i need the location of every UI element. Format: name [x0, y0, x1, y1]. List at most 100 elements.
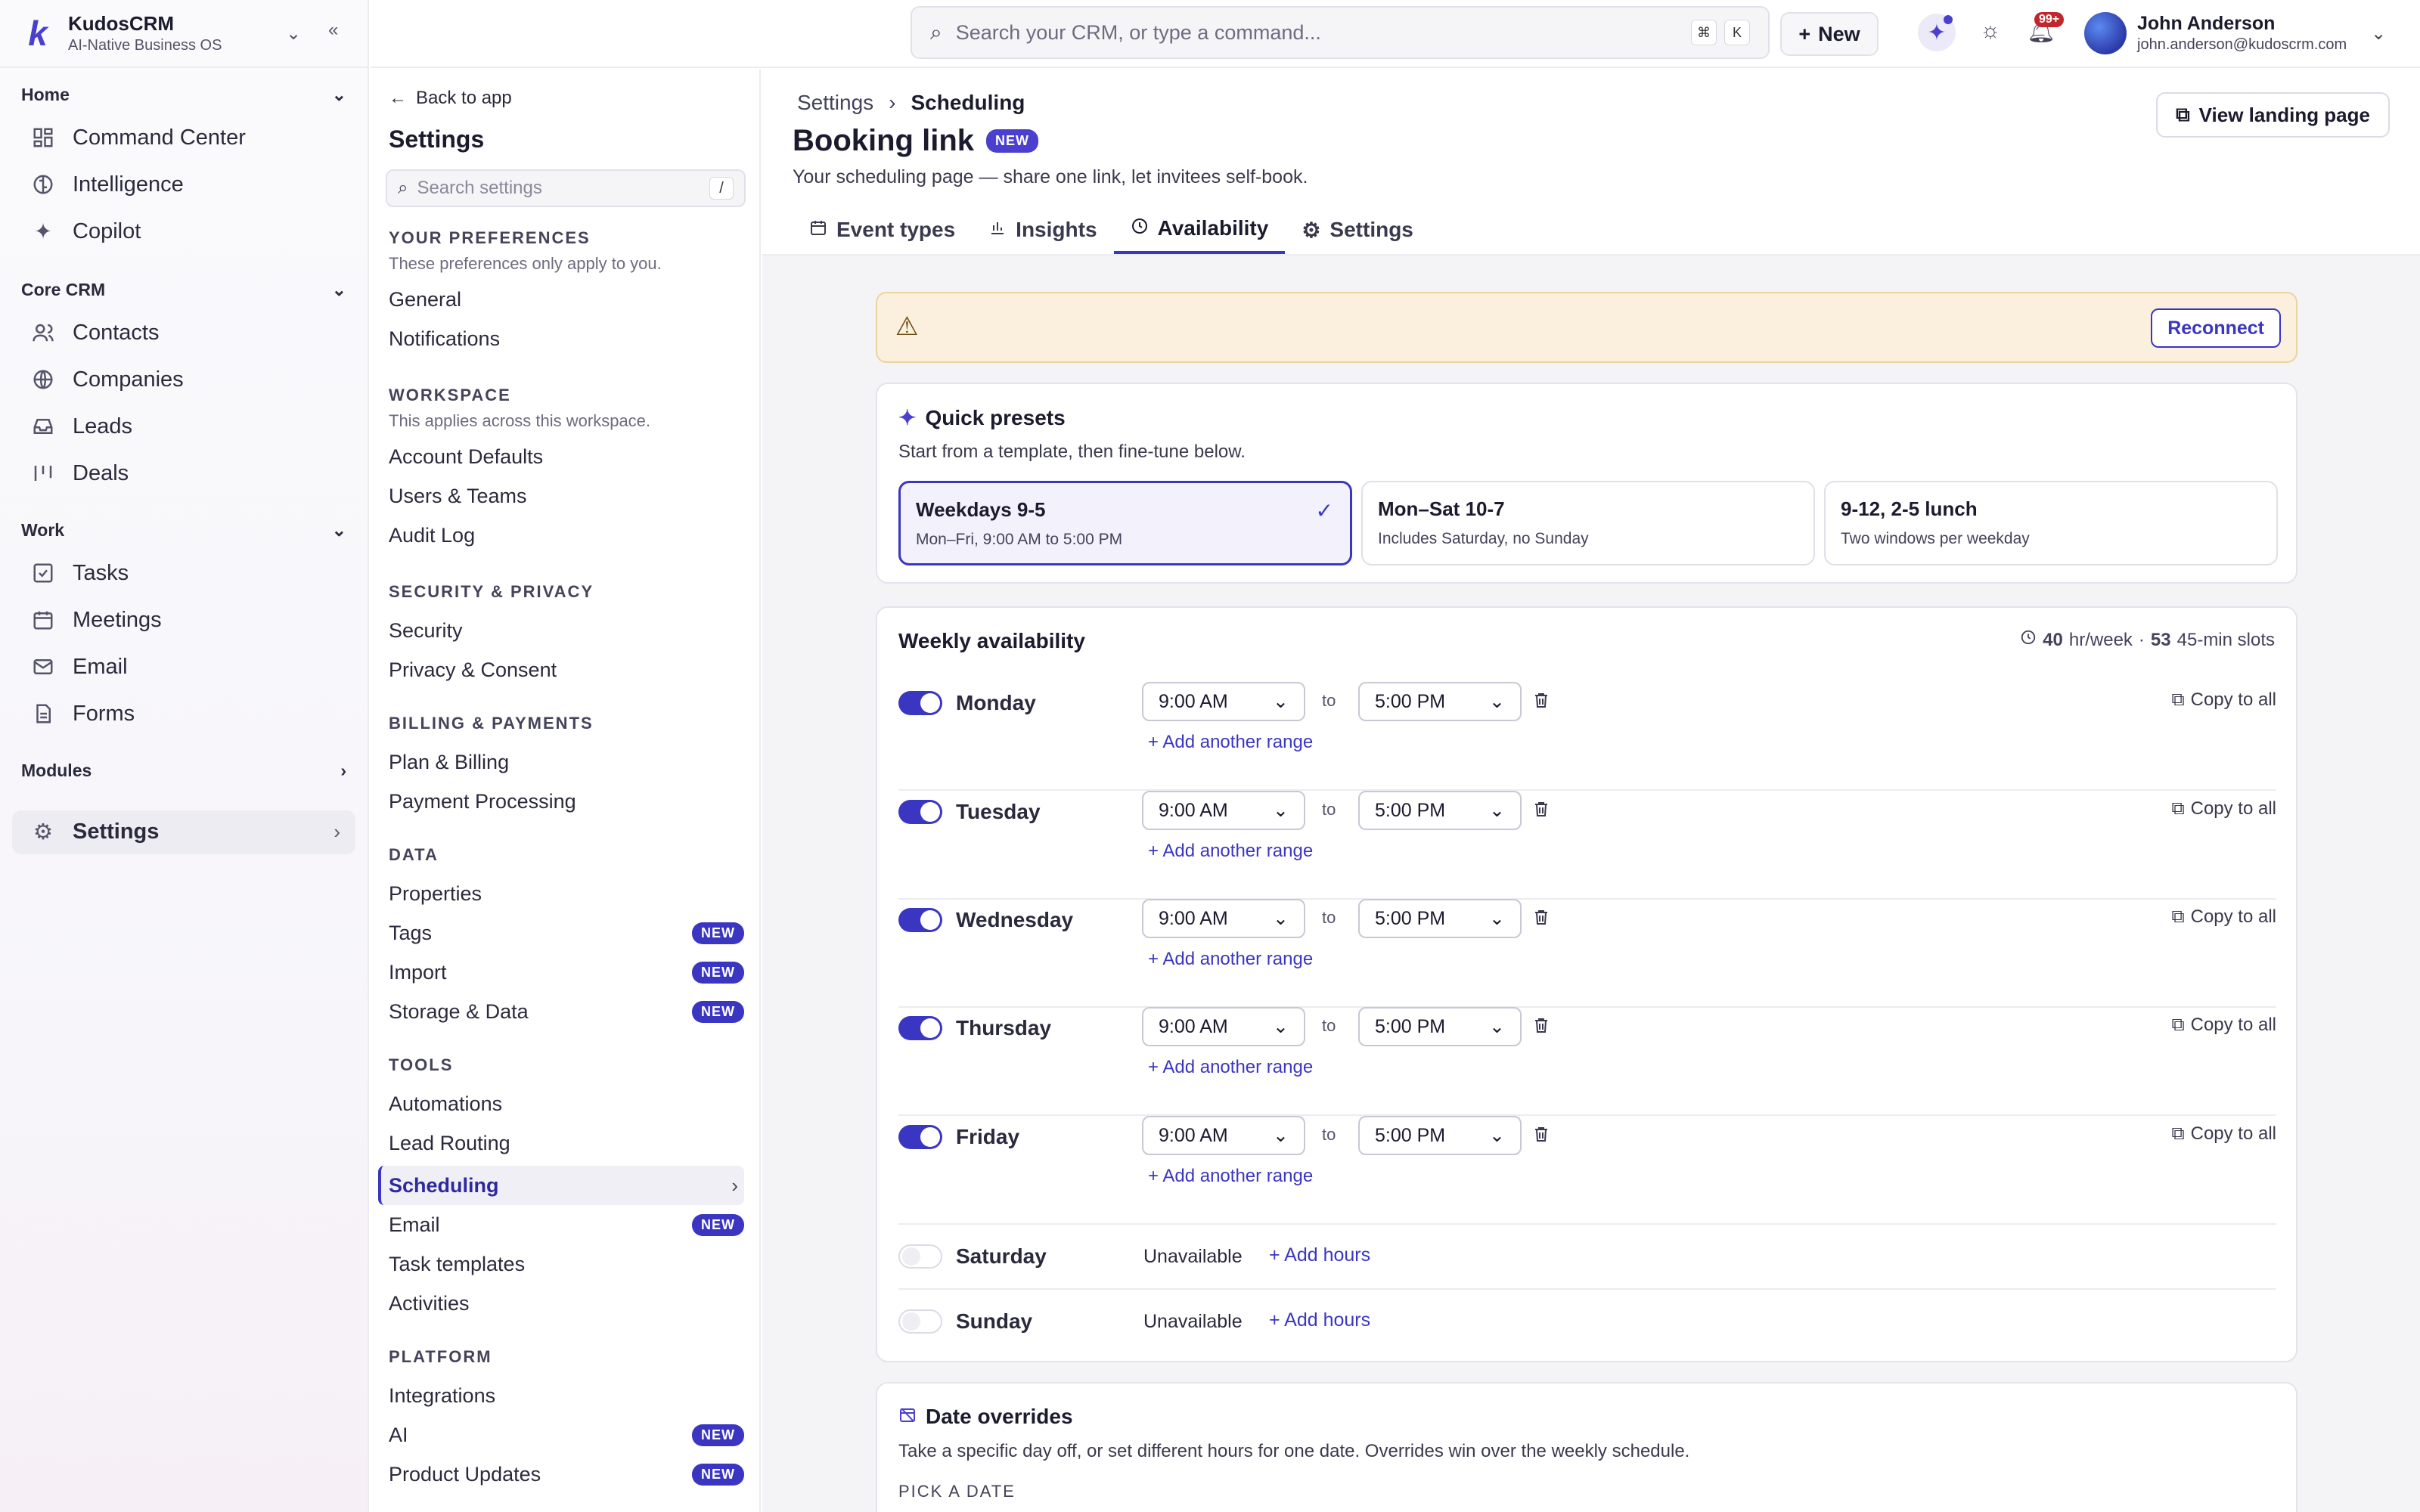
add-hours-link[interactable]: + Add hours: [1269, 1244, 1371, 1266]
search-input[interactable]: Search your CRM, or type a command...: [955, 20, 1321, 44]
preset-weekdays-9-5[interactable]: Weekdays 9-5 Mon–Fri, 9:00 AM to 5:00 PM…: [898, 481, 1352, 565]
settings-sidebar: ← Back to app Settings ⌕ Search settings / …: [371, 70, 761, 1512]
settings-item-email[interactable]: Email NEW: [389, 1210, 744, 1240]
delete-range-icon[interactable]: [1532, 908, 1550, 931]
nav-item-settings[interactable]: ⚙ Settings ›: [30, 812, 340, 851]
nav-item-copilot[interactable]: ✦ Copilot: [30, 212, 141, 251]
day-toggle[interactable]: [898, 1125, 942, 1149]
preset-split-lunch[interactable]: 9-12, 2-5 lunch Two windows per weekday: [1824, 481, 2278, 565]
add-another-range-link[interactable]: + Add another range: [1148, 1057, 1314, 1077]
nav-section-modules[interactable]: Modules ›: [21, 761, 346, 781]
delete-range-icon[interactable]: [1532, 691, 1550, 714]
settings-item-plan-billing[interactable]: Plan & Billing: [389, 747, 744, 777]
copy-to-all-button[interactable]: ⧉ Copy to all: [2171, 906, 2276, 928]
user-menu[interactable]: John Anderson john.anderson@kudoscrm.com…: [2084, 12, 2386, 54]
settings-item-privacy[interactable]: Privacy & Consent: [389, 655, 744, 685]
add-another-range-link[interactable]: + Add another range: [1148, 949, 1314, 969]
add-another-range-link[interactable]: + Add another range: [1148, 841, 1314, 861]
tab-event-types[interactable]: Event types: [793, 206, 972, 254]
preset-mon-sat[interactable]: Mon–Sat 10-7 Includes Saturday, no Sunda…: [1361, 481, 1815, 565]
user-email: john.anderson@kudoscrm.com: [2137, 36, 2347, 53]
nav-item-intelligence[interactable]: Intelligence: [30, 165, 184, 204]
add-another-range-link[interactable]: + Add another range: [1148, 732, 1314, 752]
ai-sparkle-button[interactable]: ✦: [1918, 14, 1956, 51]
day-toggle[interactable]: [898, 1016, 942, 1040]
settings-item-security[interactable]: Security: [389, 615, 744, 646]
workspace-switcher-chevron-icon[interactable]: ⌄: [286, 23, 302, 44]
global-search[interactable]: ⌕ Search your CRM, or type a command... …: [911, 6, 1770, 59]
add-another-range-link[interactable]: + Add another range: [1148, 1166, 1314, 1186]
copy-to-all-button[interactable]: ⧉ Copy to all: [2171, 1015, 2276, 1036]
settings-item-notifications[interactable]: Notifications: [389, 324, 744, 354]
settings-search-input[interactable]: ⌕ Search settings /: [386, 169, 746, 207]
end-time-select[interactable]: 5:00 PM ⌄: [1358, 1116, 1522, 1155]
nav-item-email[interactable]: Email: [30, 647, 128, 686]
new-button[interactable]: + New: [1780, 12, 1879, 56]
copy-to-all-button[interactable]: ⧉ Copy to all: [2171, 689, 2276, 711]
settings-item-lead-routing[interactable]: Lead Routing: [389, 1128, 744, 1158]
day-toggle[interactable]: [898, 1244, 942, 1269]
tabs: Event types Insights Availability ⚙ Setti…: [793, 206, 1430, 254]
nav-item-leads[interactable]: Leads: [30, 407, 132, 446]
settings-item-storage-data[interactable]: Storage & Data NEW: [389, 996, 744, 1027]
day-toggle[interactable]: [898, 908, 942, 932]
view-landing-page-button[interactable]: ⧉ View landing page: [2156, 92, 2390, 138]
nav-section-home[interactable]: Home ⌄: [21, 85, 346, 105]
tab-availability[interactable]: Availability: [1113, 206, 1286, 254]
nav-section-core-crm[interactable]: Core CRM ⌄: [21, 280, 346, 300]
copy-icon: ⧉: [2171, 689, 2185, 710]
back-to-app-link[interactable]: ← Back to app: [389, 88, 512, 109]
start-time-select[interactable]: 9:00 AM ⌄: [1142, 791, 1305, 830]
end-time-select[interactable]: 5:00 PM ⌄: [1358, 682, 1522, 721]
settings-item-integrations[interactable]: Integrations: [389, 1380, 744, 1411]
settings-item-account-defaults[interactable]: Account Defaults: [389, 442, 744, 472]
day-toggle[interactable]: [898, 1309, 942, 1334]
nav-item-command-center[interactable]: Command Center: [30, 118, 246, 157]
tab-settings[interactable]: ⚙ Settings: [1285, 206, 1430, 254]
nav-item-forms[interactable]: Forms: [30, 694, 135, 733]
nav-item-tasks[interactable]: Tasks: [30, 553, 129, 593]
settings-item-import[interactable]: Import NEW: [389, 957, 744, 987]
start-time-select[interactable]: 9:00 AM ⌄: [1142, 899, 1305, 938]
group-heading: PLATFORM: [389, 1347, 492, 1366]
delete-range-icon[interactable]: [1532, 1125, 1550, 1148]
settings-item-audit-log[interactable]: Audit Log: [389, 520, 744, 550]
settings-item-label: Import: [389, 960, 447, 984]
start-time-select[interactable]: 9:00 AM ⌄: [1142, 1116, 1305, 1155]
settings-item-general[interactable]: General: [389, 284, 744, 314]
nav-item-deals[interactable]: Deals: [30, 454, 129, 493]
theme-toggle-sun-icon[interactable]: ☼: [1980, 18, 2001, 43]
settings-item-payment-processing[interactable]: Payment Processing: [389, 786, 744, 816]
settings-item-properties[interactable]: Properties: [389, 878, 744, 909]
notifications-bell-icon[interactable]: 🔔︎ 99+: [2027, 12, 2065, 45]
delete-range-icon[interactable]: [1532, 800, 1550, 823]
settings-item-ai[interactable]: AI NEW: [389, 1420, 744, 1450]
delete-range-icon[interactable]: [1532, 1016, 1550, 1040]
settings-item-activities[interactable]: Activities: [389, 1288, 744, 1318]
settings-item-task-templates[interactable]: Task templates: [389, 1249, 744, 1279]
settings-item-product-updates[interactable]: Product Updates NEW: [389, 1459, 744, 1489]
nav-item-companies[interactable]: Companies: [30, 360, 184, 399]
copy-to-all-button[interactable]: ⧉ Copy to all: [2171, 798, 2276, 820]
nav-section-work[interactable]: Work ⌄: [21, 520, 346, 541]
end-time-select[interactable]: 5:00 PM ⌄: [1358, 791, 1522, 830]
start-time-select[interactable]: 9:00 AM ⌄: [1142, 682, 1305, 721]
end-time-select[interactable]: 5:00 PM ⌄: [1358, 899, 1522, 938]
day-toggle[interactable]: [898, 800, 942, 824]
breadcrumb-root-link[interactable]: Settings: [797, 91, 874, 114]
collapse-sidebar-icon[interactable]: «: [328, 20, 339, 40]
day-toggle[interactable]: [898, 691, 942, 715]
settings-item-tags[interactable]: Tags NEW: [389, 918, 744, 948]
settings-item-automations[interactable]: Automations: [389, 1089, 744, 1119]
settings-item-label: Notifications: [389, 327, 501, 350]
nav-item-meetings[interactable]: Meetings: [30, 600, 162, 640]
reconnect-button[interactable]: Reconnect: [2151, 308, 2281, 348]
copy-to-all-button[interactable]: ⧉ Copy to all: [2171, 1123, 2276, 1145]
nav-item-contacts[interactable]: Contacts: [30, 313, 159, 352]
start-time-select[interactable]: 9:00 AM ⌄: [1142, 1007, 1305, 1046]
add-hours-link[interactable]: + Add hours: [1269, 1309, 1371, 1331]
tab-insights[interactable]: Insights: [972, 206, 1113, 254]
end-time-select[interactable]: 5:00 PM ⌄: [1358, 1007, 1522, 1046]
settings-item-users-teams[interactable]: Users & Teams: [389, 481, 744, 511]
settings-item-scheduling[interactable]: Scheduling ›: [389, 1170, 744, 1201]
